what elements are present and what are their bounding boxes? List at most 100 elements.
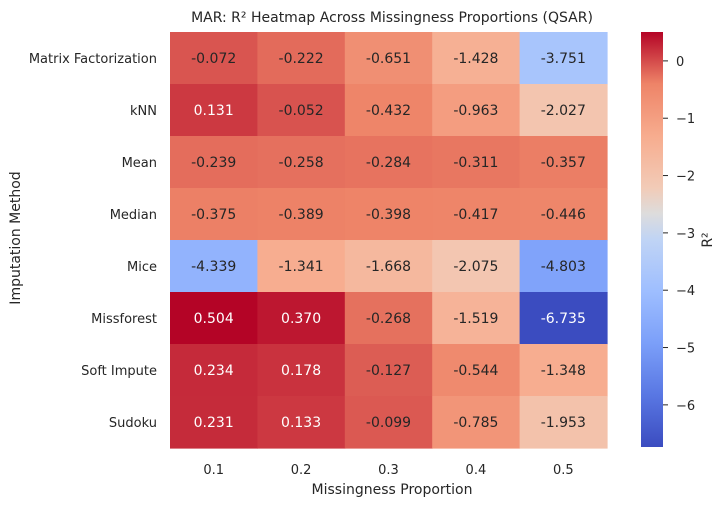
heatmap-cell-label: -0.268 bbox=[366, 311, 411, 327]
heatmap-cell bbox=[432, 32, 521, 85]
heatmap-cell-label: -6.735 bbox=[541, 311, 586, 327]
heatmap-cell bbox=[170, 188, 258, 241]
colorbar-tick-label: −1 bbox=[676, 112, 695, 127]
x-axis-tick-labels: 0.1 0.2 0.3 0.4 0.5 bbox=[203, 463, 573, 478]
heatmap-cell-label: 0.234 bbox=[194, 363, 234, 379]
heatmap-cell-label: -0.417 bbox=[453, 207, 498, 223]
heatmap-cell-label: -2.027 bbox=[541, 103, 586, 119]
colorbar-tick-label: −6 bbox=[676, 399, 695, 414]
x-tick-label: 0.5 bbox=[553, 463, 574, 478]
heatmap-cell-label: -0.284 bbox=[366, 155, 411, 171]
heatmap-cell bbox=[432, 240, 521, 293]
heatmap-cell bbox=[519, 292, 608, 345]
heatmap-cell bbox=[170, 396, 258, 449]
heatmap-cell-label: -0.052 bbox=[279, 103, 324, 119]
heatmap-cell bbox=[432, 84, 521, 137]
heatmap-cell-label: -1.668 bbox=[366, 259, 411, 275]
y-axis-label: Imputation Method bbox=[8, 171, 24, 304]
heatmap-cell-label: 0.370 bbox=[281, 311, 321, 327]
heatmap-cell-label: -4.803 bbox=[541, 259, 586, 275]
heatmap-cell bbox=[519, 136, 608, 189]
heatmap-cell bbox=[344, 32, 433, 85]
colorbar-ticks: 0 −1 −2 −3 −4 −5 −6 bbox=[663, 55, 695, 414]
heatmap-cell-label: -0.258 bbox=[279, 155, 324, 171]
y-tick-label: Soft Impute bbox=[81, 364, 157, 379]
heatmap-cell-label: -0.357 bbox=[541, 155, 586, 171]
heatmap-cell-label: 0.178 bbox=[281, 363, 321, 379]
heatmap-cell bbox=[519, 396, 608, 449]
heatmap-cell-labels: -0.072 -0.222 -0.651 -1.428 -3.751 0.131 -0.05… bbox=[191, 51, 586, 431]
heatmap-cell bbox=[432, 188, 521, 241]
heatmap-cells bbox=[170, 32, 608, 449]
heatmap-cell-label: -1.519 bbox=[453, 311, 498, 327]
heatmap-cell bbox=[519, 240, 608, 293]
heatmap-cell bbox=[170, 84, 258, 137]
heatmap-cell-label: 0.231 bbox=[194, 415, 234, 431]
heatmap-cell bbox=[344, 344, 433, 397]
y-tick-label: Matrix Factorization bbox=[29, 52, 157, 67]
heatmap-cell-label: -0.651 bbox=[366, 51, 411, 67]
heatmap-cell bbox=[344, 188, 433, 241]
heatmap-cell-label: -0.963 bbox=[453, 103, 498, 119]
heatmap-cell-label: -1.348 bbox=[541, 363, 586, 379]
y-tick-label: Mean bbox=[122, 156, 157, 171]
heatmap-cell bbox=[170, 32, 258, 85]
heatmap-cell-label: -0.127 bbox=[366, 363, 411, 379]
heatmap-cell bbox=[257, 32, 346, 85]
colorbar-tick-label: 0 bbox=[676, 55, 684, 70]
heatmap-cell-label: -0.222 bbox=[279, 51, 324, 67]
heatmap-cell-label: -0.375 bbox=[191, 207, 236, 223]
x-tick-label: 0.1 bbox=[203, 463, 224, 478]
heatmap-cell bbox=[432, 136, 521, 189]
colorbar-tick-label: −5 bbox=[676, 342, 695, 357]
y-axis-tick-labels: Matrix Factorization kNN Mean Median Mice Mis… bbox=[29, 52, 157, 431]
heatmap-cell-label: -0.544 bbox=[453, 363, 498, 379]
heatmap-cell bbox=[432, 344, 521, 397]
heatmap-cell bbox=[432, 292, 521, 345]
heatmap-cell bbox=[257, 240, 346, 293]
chart-title: MAR: R² Heatmap Across Missingness Propo… bbox=[191, 10, 593, 26]
heatmap-cell bbox=[170, 344, 258, 397]
heatmap-cell-label: -1.341 bbox=[279, 259, 324, 275]
heatmap-cell-label: -4.339 bbox=[191, 259, 236, 275]
x-tick-label: 0.2 bbox=[291, 463, 312, 478]
colorbar bbox=[641, 32, 663, 447]
heatmap-cell bbox=[257, 136, 346, 189]
heatmap-cell bbox=[257, 344, 346, 397]
heatmap-cell bbox=[257, 292, 346, 345]
heatmap-cell-label: -0.099 bbox=[366, 415, 411, 431]
heatmap-cell bbox=[519, 84, 608, 137]
heatmap-cell-label: -2.075 bbox=[453, 259, 498, 275]
heatmap-cell-label: -0.432 bbox=[366, 103, 411, 119]
heatmap-cell-label: -0.785 bbox=[453, 415, 498, 431]
heatmap-cell bbox=[257, 84, 346, 137]
colorbar-tick-label: −4 bbox=[676, 284, 695, 299]
y-tick-label: Sudoku bbox=[109, 416, 157, 431]
heatmap-cell-label: -0.072 bbox=[191, 51, 236, 67]
heatmap-cell bbox=[344, 240, 433, 293]
colorbar-tick-label: −3 bbox=[676, 227, 695, 242]
heatmap-cell bbox=[432, 396, 521, 449]
heatmap-cell bbox=[344, 396, 433, 449]
heatmap-cell-label: -1.953 bbox=[541, 415, 586, 431]
heatmap-cell-label: -3.751 bbox=[541, 51, 586, 67]
heatmap-cell bbox=[170, 240, 258, 293]
y-tick-label: Median bbox=[110, 208, 157, 223]
colorbar-label: R² bbox=[700, 232, 716, 247]
heatmap-cell-label: -0.311 bbox=[453, 155, 498, 171]
heatmap-cell bbox=[344, 292, 433, 345]
heatmap-cell bbox=[519, 32, 608, 85]
heatmap-cell bbox=[257, 396, 346, 449]
colorbar-tick-label: −2 bbox=[676, 170, 695, 185]
heatmap-cell-label: -0.389 bbox=[279, 207, 324, 223]
x-axis-label: Missingness Proportion bbox=[312, 482, 473, 498]
x-tick-label: 0.4 bbox=[466, 463, 487, 478]
heatmap-cell-label: -0.398 bbox=[366, 207, 411, 223]
y-tick-label: kNN bbox=[130, 104, 157, 119]
heatmap-cell-label: -0.239 bbox=[191, 155, 236, 171]
heatmap-cell bbox=[170, 136, 258, 189]
heatmap-cell-label: -0.446 bbox=[541, 207, 586, 223]
heatmap-cell-label: 0.131 bbox=[194, 103, 234, 119]
heatmap-cell bbox=[170, 292, 258, 345]
